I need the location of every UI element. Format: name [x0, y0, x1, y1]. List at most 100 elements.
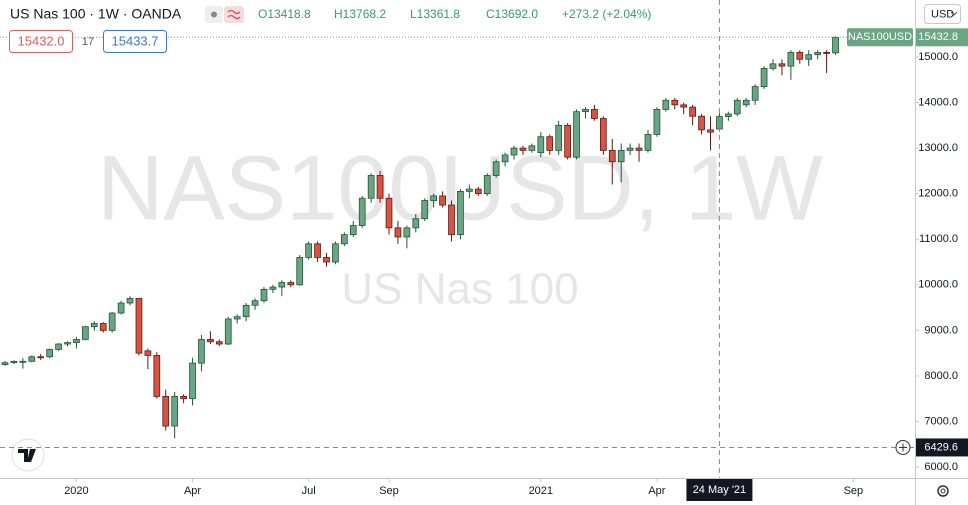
candle-body — [314, 243, 321, 258]
currency: USD — [931, 8, 954, 20]
candle-body — [599, 118, 607, 151]
candle-body — [662, 99, 670, 110]
candle-body — [64, 342, 71, 345]
compare-button[interactable] — [224, 6, 244, 23]
candle-body — [769, 63, 777, 69]
candle-body — [19, 360, 27, 363]
candle-body — [323, 257, 330, 263]
candle-body — [90, 323, 98, 328]
y-tick-label: 12000.0 — [918, 188, 958, 200]
candle-body — [421, 200, 429, 220]
buy-price: 15433.7 — [112, 33, 159, 48]
candle-body — [28, 356, 36, 362]
candle-body — [582, 108, 589, 113]
candle-body — [466, 188, 473, 192]
sell-button[interactable] — [9, 30, 73, 53]
candle-body — [376, 175, 384, 199]
symbol-label-box — [847, 28, 913, 47]
candle-body — [635, 147, 643, 151]
candle-body — [394, 227, 402, 238]
sell-price: 15432.0 — [18, 33, 65, 48]
candle-body — [385, 197, 393, 229]
candle-body — [171, 396, 179, 427]
candle-body — [341, 234, 348, 245]
symbol-label: NAS100USD — [848, 31, 912, 43]
candle-body — [805, 54, 813, 60]
candle-body — [296, 257, 304, 286]
candle-body — [180, 396, 187, 400]
candle-body — [135, 298, 143, 354]
candle-body — [242, 304, 250, 318]
candle-body — [332, 243, 339, 263]
crosshair-y-box — [916, 438, 968, 457]
candle-body — [144, 350, 152, 356]
candle-body — [555, 124, 563, 151]
candle-body — [412, 218, 420, 229]
settings-icon[interactable] — [937, 485, 949, 497]
y-tick-label: 11000.0 — [919, 233, 958, 245]
candle-body — [251, 300, 259, 306]
candle-body — [162, 396, 170, 427]
candle-body — [689, 106, 696, 117]
candle-body — [287, 282, 295, 286]
ohlc-value: C13692.0 — [486, 7, 538, 21]
candle-body — [215, 341, 223, 345]
eye-icon — [211, 11, 217, 18]
candle-body — [537, 136, 545, 154]
y-tick-label: 6000.0 — [924, 461, 958, 473]
candle-body — [832, 36, 839, 54]
candle-body — [546, 136, 554, 151]
candle-body — [591, 108, 598, 119]
x-tick-label: 2020 — [64, 485, 88, 497]
candle-body — [725, 113, 732, 117]
last-price-box — [916, 28, 968, 47]
candle-body — [733, 99, 741, 115]
x-tick-label: Apr — [184, 485, 201, 497]
candle-body — [403, 227, 411, 238]
candle-body — [126, 298, 134, 304]
x-tick-label: Jul — [302, 485, 316, 497]
candle-body — [528, 145, 536, 151]
candle-body — [153, 355, 161, 397]
candle-body — [653, 108, 661, 135]
candle-body — [10, 360, 18, 364]
symbol-title: US Nas 100 · 1W · OANDA — [10, 6, 182, 22]
candle-body — [1, 362, 9, 365]
candle-body — [483, 175, 491, 195]
candle-body — [269, 286, 277, 290]
candle-body — [108, 312, 116, 331]
candle-body — [742, 99, 750, 106]
candle-body — [573, 111, 580, 158]
watermark-subtitle: US Nas 100 — [341, 265, 578, 314]
x-tick-label: Apr — [648, 485, 665, 497]
candle-body — [501, 154, 509, 163]
ohlc-legend: O13418.8 H13768.2 L13361.8 C13692.0 +273.2 (… — [258, 7, 651, 21]
gear-center — [940, 488, 946, 494]
candle-body — [814, 52, 822, 56]
candle-body — [608, 149, 616, 163]
crosshair-x-label: 24 May '21 — [693, 484, 746, 496]
candle-body — [787, 52, 795, 67]
compare-icon — [227, 9, 241, 20]
x-tick-label: Sep — [379, 485, 399, 497]
candle-body — [796, 52, 804, 60]
candle-body — [55, 343, 62, 350]
spread: 17 — [82, 36, 94, 48]
last-price-label: 15432.8 — [918, 31, 958, 43]
candle-body — [519, 147, 527, 151]
candle-body — [671, 99, 679, 106]
ohlc-value: H13768.2 — [334, 7, 386, 21]
candle-body — [439, 195, 446, 206]
candle-body — [448, 204, 455, 236]
candle-body — [492, 161, 500, 176]
crosshair-y-label: 6429.6 — [924, 441, 958, 453]
y-tick-label: 8000.0 — [924, 370, 958, 382]
ohlc-value: O13418.8 — [258, 7, 311, 21]
currency-button[interactable] — [924, 4, 961, 24]
candle-body — [430, 195, 438, 201]
buy-button[interactable] — [103, 30, 167, 53]
ohlc-value: L13361.8 — [410, 7, 460, 21]
